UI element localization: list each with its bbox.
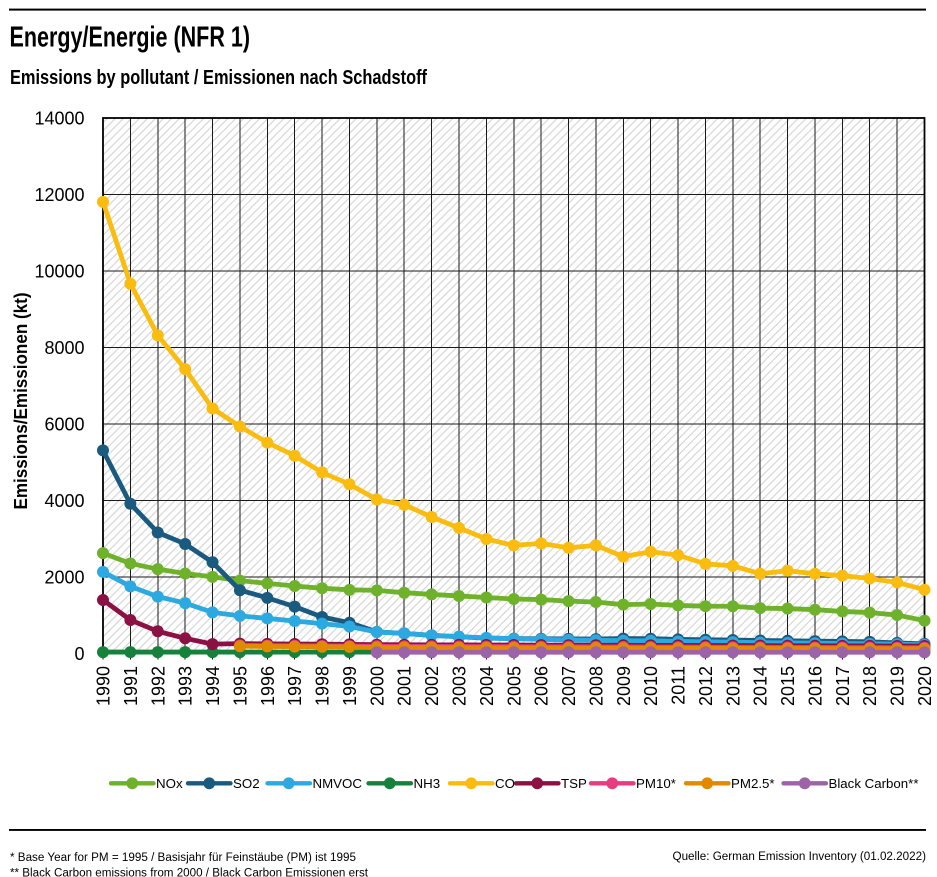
svg-text:2010: 2010 — [641, 666, 661, 706]
svg-text:6000: 6000 — [44, 414, 84, 434]
svg-text:2000: 2000 — [367, 666, 387, 706]
svg-text:2016: 2016 — [805, 666, 825, 706]
svg-text:2004: 2004 — [477, 666, 497, 706]
svg-text:1999: 1999 — [340, 666, 360, 706]
svg-text:2020: 2020 — [915, 666, 935, 706]
svg-text:NH3: NH3 — [414, 776, 441, 791]
svg-text:2002: 2002 — [422, 666, 442, 706]
svg-text:1995: 1995 — [230, 666, 250, 706]
svg-text:8000: 8000 — [44, 338, 84, 358]
svg-text:1990: 1990 — [94, 666, 114, 706]
svg-text:Emissions/Emissionen (kt): Emissions/Emissionen (kt) — [11, 292, 31, 509]
svg-text:1992: 1992 — [148, 666, 168, 706]
svg-text:2008: 2008 — [586, 666, 606, 706]
svg-text:1996: 1996 — [258, 666, 278, 706]
svg-text:2014: 2014 — [751, 666, 771, 706]
svg-text:1991: 1991 — [121, 666, 141, 706]
svg-text:2015: 2015 — [778, 666, 798, 706]
svg-text:2017: 2017 — [833, 666, 853, 706]
svg-text:2006: 2006 — [532, 666, 552, 706]
svg-text:PM2.5*: PM2.5* — [731, 776, 775, 791]
svg-text:2018: 2018 — [860, 666, 880, 706]
svg-text:1994: 1994 — [203, 666, 223, 706]
svg-text:PM10*: PM10* — [636, 776, 676, 791]
svg-text:2012: 2012 — [696, 666, 716, 706]
svg-text:2001: 2001 — [395, 666, 415, 706]
svg-text:14000: 14000 — [34, 109, 84, 129]
svg-text:10000: 10000 — [34, 261, 84, 281]
svg-text:12000: 12000 — [34, 185, 84, 205]
svg-text:SO2: SO2 — [233, 776, 260, 791]
svg-text:2009: 2009 — [614, 666, 634, 706]
svg-text:* Base Year for PM = 1995 / Ba: * Base Year for PM = 1995 / Basisjahr fü… — [10, 852, 356, 864]
svg-text:2011: 2011 — [669, 666, 689, 705]
svg-text:2005: 2005 — [504, 666, 524, 706]
svg-text:NOx: NOx — [156, 776, 183, 791]
svg-text:2003: 2003 — [449, 666, 469, 706]
svg-text:2000: 2000 — [44, 567, 84, 587]
svg-text:TSP: TSP — [561, 776, 587, 791]
svg-text:2019: 2019 — [888, 666, 908, 706]
svg-text:** Black Carbon emissions from: ** Black Carbon emissions from 2000 / Bl… — [10, 868, 369, 877]
svg-text:CO: CO — [495, 776, 515, 791]
svg-text:0: 0 — [74, 644, 84, 664]
svg-text:1998: 1998 — [313, 666, 333, 706]
svg-text:2007: 2007 — [559, 666, 579, 706]
svg-text:1993: 1993 — [176, 666, 196, 706]
svg-text:Emissions by pollutant / Emiss: Emissions by pollutant / Emissionen nach… — [10, 66, 427, 89]
svg-text:Quelle: German Emission Invent: Quelle: German Emission Inventory (01.02… — [673, 851, 927, 863]
svg-text:1997: 1997 — [285, 666, 305, 706]
svg-text:Black Carbon**: Black Carbon** — [829, 776, 919, 791]
svg-text:2013: 2013 — [723, 666, 743, 706]
svg-text:NMVOC: NMVOC — [313, 776, 363, 791]
svg-text:Energy/Energie (NFR 1): Energy/Energie (NFR 1) — [10, 22, 251, 54]
svg-text:4000: 4000 — [44, 491, 84, 511]
